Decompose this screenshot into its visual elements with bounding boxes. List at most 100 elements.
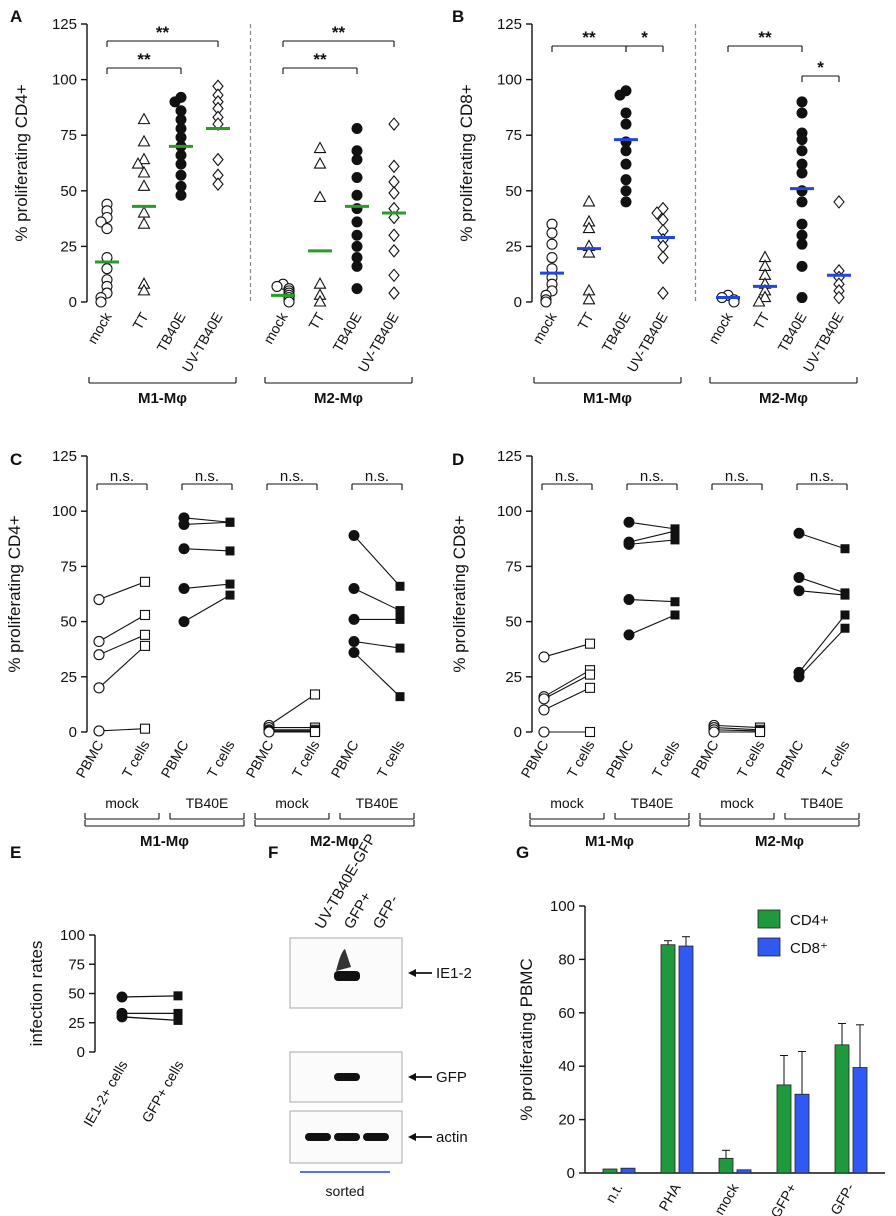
- data-point: [351, 240, 363, 252]
- data-point: [546, 238, 558, 250]
- data-point: [582, 194, 596, 207]
- subgroup-label: mock: [275, 795, 309, 811]
- subgroup-label: TB40E: [356, 795, 399, 811]
- category-tick-label: GFP+: [767, 1181, 799, 1216]
- data-point: [796, 196, 808, 208]
- panel-a-y-tick-label: 125: [52, 16, 77, 33]
- data-point: [137, 112, 151, 125]
- blot-arrow-head: [408, 1133, 416, 1141]
- data-point-pbmc: [178, 543, 190, 555]
- subgroup-label: TB40E: [631, 795, 674, 811]
- category-tick-label: PBMC: [73, 738, 107, 781]
- data-point: [796, 134, 808, 146]
- pair-line: [183, 594, 231, 623]
- panel-e-y-tick-label: 0: [77, 1044, 85, 1061]
- data-point-tcells: [754, 726, 766, 738]
- pair-line: [183, 517, 231, 523]
- data-point-tcells: [395, 606, 405, 616]
- blot-band: [305, 1133, 331, 1141]
- data-point-pbmc: [793, 527, 805, 539]
- data-point: [796, 167, 808, 179]
- data-point-pbmc: [793, 585, 805, 597]
- bar-cd8: [736, 1169, 752, 1174]
- data-point-gfp: [173, 1015, 183, 1025]
- data-point: [614, 89, 626, 101]
- panel-d-y-axis-label: % proliferating CD8+: [450, 515, 469, 672]
- pair-line: [268, 694, 316, 726]
- panel-a-y-tick-label: 0: [69, 294, 77, 311]
- category-tick-label: n.t.: [602, 1181, 626, 1206]
- panel-d-y-tick-label: 25: [505, 669, 522, 686]
- blot-band: [334, 971, 360, 981]
- data-point-pbmc: [93, 649, 105, 661]
- category-tick-label: PBMC: [328, 738, 362, 781]
- data-point: [796, 260, 808, 272]
- legend-label: CD8⁺: [790, 940, 828, 957]
- panel-b-y-tick-label: 100: [497, 72, 522, 89]
- category-tick-label: GFP+ cells: [138, 1058, 186, 1126]
- data-point: [313, 141, 327, 154]
- data-point-tcells: [840, 590, 850, 600]
- category-tick-label: T cells: [204, 738, 238, 781]
- data-point-tcells: [225, 579, 235, 589]
- data-point-gfp: [173, 1008, 183, 1018]
- group-bracket-m1-label: M1-Mφ: [583, 390, 632, 407]
- data-point-pbmc: [178, 518, 190, 530]
- pair-line: [98, 728, 146, 732]
- panel-c-y-tick-label: 0: [69, 724, 77, 741]
- panel-label-d: D: [452, 450, 464, 469]
- panel-label-b: B: [452, 7, 464, 26]
- significance-label: n.s.: [110, 468, 134, 485]
- data-point: [137, 205, 151, 218]
- pair-line: [543, 643, 591, 658]
- category-tick-label: T cells: [564, 738, 598, 781]
- panel-b-y-tick-label: 125: [497, 16, 522, 33]
- data-point-pbmc: [538, 693, 550, 705]
- category-tick-label: TT: [574, 309, 597, 332]
- data-point: [620, 158, 632, 170]
- panel-a-y-tick-label: 75: [60, 127, 77, 144]
- blot-band: [334, 1133, 360, 1141]
- pair-line: [543, 674, 591, 700]
- pair-line: [543, 687, 591, 711]
- data-point: [175, 158, 187, 170]
- data-point-pbmc: [623, 594, 635, 606]
- category-tick-label: PBMC: [518, 738, 552, 781]
- blot-band-label: GFP: [436, 1069, 467, 1086]
- data-point: [758, 290, 772, 303]
- data-point-pbmc: [348, 647, 360, 659]
- data-point: [313, 190, 327, 203]
- data-point: [351, 171, 363, 183]
- data-point: [351, 260, 363, 272]
- significance-label: **: [156, 23, 170, 42]
- data-point-pbmc: [348, 582, 360, 594]
- category-tick-label: PBMC: [773, 738, 807, 781]
- sorted-label: sorted: [326, 1183, 365, 1199]
- pair-line: [798, 590, 846, 596]
- data-point-tcells: [840, 544, 850, 554]
- pair-line: [543, 669, 591, 698]
- pair-line: [183, 521, 231, 525]
- pair-line: [798, 576, 846, 594]
- significance-label: n.s.: [280, 468, 304, 485]
- data-point: [388, 243, 400, 258]
- group-bracket-m2-label: M2-Mφ: [314, 390, 363, 407]
- bar-cd4: [776, 1084, 792, 1174]
- panel-a-y-axis-label: % proliferating CD4+: [12, 84, 31, 241]
- category-tick-label: mock: [705, 309, 736, 347]
- data-point-pbmc: [93, 725, 105, 737]
- data-point: [137, 165, 151, 178]
- category-tick-label: T cells: [374, 738, 408, 781]
- data-point: [175, 189, 187, 201]
- panel-c-y-tick-label: 50: [60, 614, 77, 631]
- bar-cd8: [852, 1067, 868, 1174]
- data-point: [351, 154, 363, 166]
- data-point-tcells: [139, 609, 151, 621]
- data-point: [796, 292, 808, 304]
- category-tick-label: TT: [305, 309, 328, 332]
- pair-line: [798, 627, 846, 678]
- category-tick-label: T cells: [649, 738, 683, 781]
- data-point-tcells: [309, 689, 321, 700]
- pair-line: [353, 640, 401, 649]
